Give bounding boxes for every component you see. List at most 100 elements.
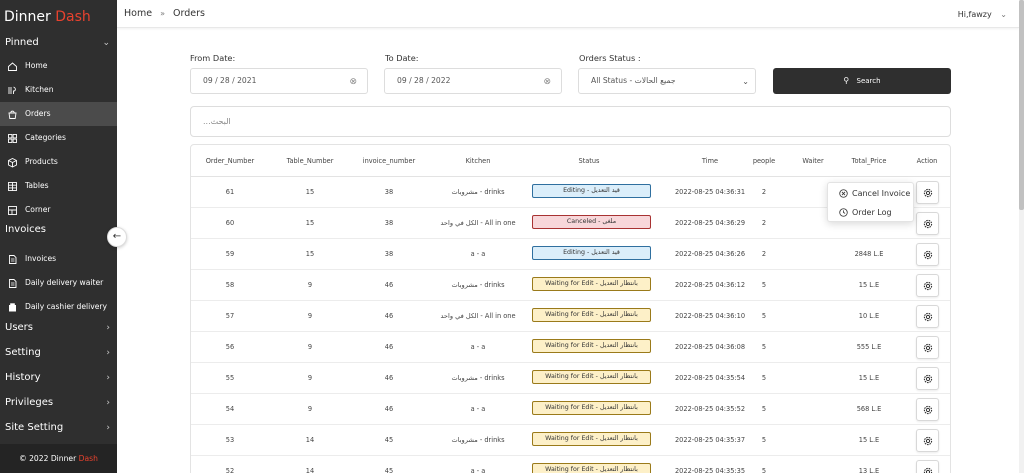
- table-row[interactable]: 61 15 38 مشروبات - drinks 2022-08-25 04:36:3…: [191, 177, 950, 208]
- breadcrumb: Home » Orders: [124, 8, 205, 19]
- gear-icon: [923, 312, 933, 322]
- order-log-menu-item[interactable]: Order Log: [828, 203, 915, 222]
- row-action-button[interactable]: [916, 429, 939, 452]
- table-row[interactable]: 60 15 38 الكل في واحد - All in one 2022-08-2…: [191, 208, 950, 239]
- brand-logo[interactable]: Dinner Dash: [0, 0, 117, 34]
- search-button[interactable]: ⚲ Search: [773, 68, 951, 94]
- collapse-sidebar-arrow-icon[interactable]: ←: [107, 227, 127, 247]
- sidebar-footer: © 2022 Dinner Dash: [0, 444, 117, 473]
- row-action-button[interactable]: [916, 398, 939, 421]
- table-header: Order_Number Table_Number invoice_number Ki…: [191, 145, 950, 177]
- cell-order: 58: [225, 281, 235, 289]
- row-action-button[interactable]: [916, 305, 939, 328]
- cell-table: 15: [305, 188, 315, 196]
- row-action-button[interactable]: [916, 243, 939, 266]
- gear-icon: [923, 219, 933, 229]
- row-action-button[interactable]: [916, 336, 939, 359]
- sidebar-item-label: Kitchen: [25, 85, 54, 94]
- column-header[interactable]: Table_Number: [286, 157, 334, 165]
- cancel-invoice-menu-item[interactable]: Cancel Invoice: [828, 184, 915, 203]
- search-icon: ⚲: [843, 76, 850, 85]
- sidebar-item-kitchen[interactable]: Kitchen: [0, 78, 117, 102]
- table-row[interactable]: 58 9 46 مشروبات - drinks 2022-08-25 04:36:12…: [191, 270, 950, 301]
- cell-time: 2022-08-25 04:35:54: [674, 374, 746, 382]
- section-history[interactable]: History ›: [0, 369, 117, 394]
- scrollbar-thumb[interactable]: [1019, 0, 1024, 210]
- search-input[interactable]: البحث...: [190, 106, 951, 137]
- cell-people: 5: [761, 312, 767, 320]
- chevron-down-icon: ⌄: [742, 77, 749, 86]
- search-placeholder: البحث...: [203, 117, 231, 126]
- order-log-label: Order Log: [852, 208, 892, 217]
- table-row[interactable]: 55 9 46 مشروبات - drinks 2022-08-25 04:35:54…: [191, 363, 950, 394]
- orders-table: Order_Number Table_Number invoice_number Ki…: [190, 144, 951, 473]
- section-pinned[interactable]: Pinned ⌄: [0, 34, 117, 54]
- sidebar-item-corner[interactable]: Corner: [0, 198, 117, 222]
- from-date-label: From Date:: [190, 53, 236, 63]
- row-action-button[interactable]: [916, 367, 939, 390]
- table-row[interactable]: 52 14 45 a - a 2022-08-25 04:35:35 5 13 L.E Wai…: [191, 456, 950, 473]
- status-badge: Waiting for Edit - بانتظار التعديل: [532, 277, 651, 291]
- cell-kitchen: a - a: [470, 250, 486, 258]
- column-header[interactable]: Total_Price: [851, 157, 887, 165]
- section-invoices[interactable]: Invoices: [0, 222, 117, 247]
- corner-icon: [7, 205, 18, 216]
- clear-from-date-icon[interactable]: ⊗: [349, 77, 357, 87]
- cancel-circle-icon: [839, 189, 848, 198]
- column-header[interactable]: Time: [701, 157, 719, 165]
- tables-icon: [7, 181, 18, 192]
- column-header[interactable]: people: [752, 157, 776, 165]
- sidebar-item-home[interactable]: Home: [0, 54, 117, 78]
- status-badge: Editing - قيد التعديل: [532, 184, 651, 198]
- table-row[interactable]: 56 9 46 a - a 2022-08-25 04:36:08 5 555 L.E Wai…: [191, 332, 950, 363]
- section-users[interactable]: Users ›: [0, 319, 117, 344]
- sidebar-item-daily-delivery-waiter[interactable]: Daily delivery waiter: [0, 271, 117, 295]
- cell-total: 10 L.E: [858, 312, 880, 320]
- column-header[interactable]: Action: [916, 157, 938, 165]
- to-date-input[interactable]: 09 / 28 / 2022 ⊗: [384, 68, 562, 94]
- sidebar-item-categories[interactable]: Categories: [0, 126, 117, 150]
- section-invoices-label: Invoices: [5, 224, 46, 235]
- delivery-icon: [7, 278, 18, 289]
- section-privileges[interactable]: Privileges ›: [0, 394, 117, 419]
- breadcrumb-home[interactable]: Home: [124, 8, 153, 19]
- cashier-icon: [7, 302, 18, 313]
- sidebar-item-tables[interactable]: Tables: [0, 174, 117, 198]
- cell-order: 56: [225, 343, 235, 351]
- cell-invoice: 45: [384, 436, 394, 444]
- column-header[interactable]: Order_Number: [205, 157, 255, 165]
- row-action-button[interactable]: [916, 460, 939, 473]
- row-action-button[interactable]: [916, 212, 939, 235]
- cell-table: 15: [305, 250, 315, 258]
- user-menu[interactable]: Hi,fawzy ⌄: [958, 10, 1007, 19]
- cell-order: 53: [225, 436, 235, 444]
- orders-status-select[interactable]: All Status - جميع الحالات ⌄: [578, 68, 756, 94]
- sidebar-item-invoices[interactable]: Invoices: [0, 247, 117, 271]
- section-setting[interactable]: Setting ›: [0, 344, 117, 369]
- row-action-button[interactable]: [916, 181, 939, 204]
- row-action-button[interactable]: [916, 274, 939, 297]
- chevron-right-icon: ›: [106, 423, 110, 433]
- table-row[interactable]: 53 14 45 مشروبات - drinks 2022-08-25 04:35:3…: [191, 425, 950, 456]
- cell-people: 5: [761, 281, 767, 289]
- column-header[interactable]: invoice_number: [362, 157, 416, 165]
- sidebar-item-daily-cashier-delivery[interactable]: Daily cashier delivery: [0, 295, 117, 319]
- page-scrollbar[interactable]: [1019, 0, 1024, 473]
- table-row[interactable]: 59 15 38 a - a 2022-08-25 04:36:26 2 2848 L.E E…: [191, 239, 950, 270]
- column-header[interactable]: Status: [578, 157, 600, 165]
- column-header[interactable]: Waiter: [802, 157, 824, 165]
- column-header[interactable]: Kitchen: [465, 157, 491, 165]
- table-row[interactable]: 57 9 46 الكل في واحد - All in one 2022-08-25…: [191, 301, 950, 332]
- from-date-input[interactable]: 09 / 28 / 2021 ⊗: [190, 68, 368, 94]
- cell-kitchen: الكل في واحد - All in one: [440, 219, 516, 227]
- sidebar-item-products[interactable]: Products: [0, 150, 117, 174]
- gear-icon: [923, 343, 933, 353]
- cell-invoice: 38: [384, 219, 394, 227]
- table-row[interactable]: 54 9 46 a - a 2022-08-25 04:35:52 5 568 L.E Wai…: [191, 394, 950, 425]
- products-icon: [7, 157, 18, 168]
- user-greeting: Hi,fawzy: [957, 10, 992, 19]
- sidebar-item-orders[interactable]: Orders: [0, 102, 117, 126]
- cell-time: 2022-08-25 04:35:35: [674, 467, 746, 473]
- section-site-setting[interactable]: Site Setting ›: [0, 419, 117, 444]
- clear-to-date-icon[interactable]: ⊗: [543, 77, 551, 87]
